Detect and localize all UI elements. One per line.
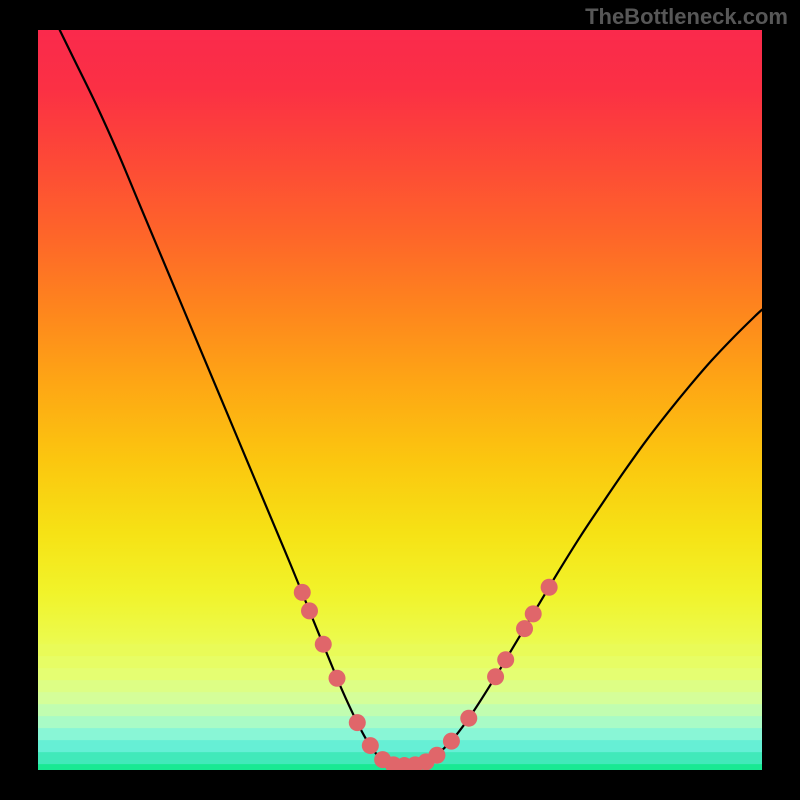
data-marker (315, 636, 332, 653)
data-marker (516, 620, 533, 637)
data-marker (349, 714, 366, 731)
data-marker (301, 602, 318, 619)
data-marker (497, 651, 514, 668)
watermark-text: TheBottleneck.com (585, 4, 788, 30)
data-marker (443, 733, 460, 750)
data-marker (487, 668, 504, 685)
data-marker (362, 737, 379, 754)
data-marker (541, 579, 558, 596)
data-marker (460, 710, 477, 727)
bottom-stripes (38, 644, 762, 770)
plot-area (38, 30, 762, 774)
chart-container: TheBottleneck.com (0, 0, 800, 800)
data-marker (294, 584, 311, 601)
data-marker (329, 670, 346, 687)
data-marker (525, 605, 542, 622)
bottleneck-chart (0, 0, 800, 800)
data-marker (428, 747, 445, 764)
